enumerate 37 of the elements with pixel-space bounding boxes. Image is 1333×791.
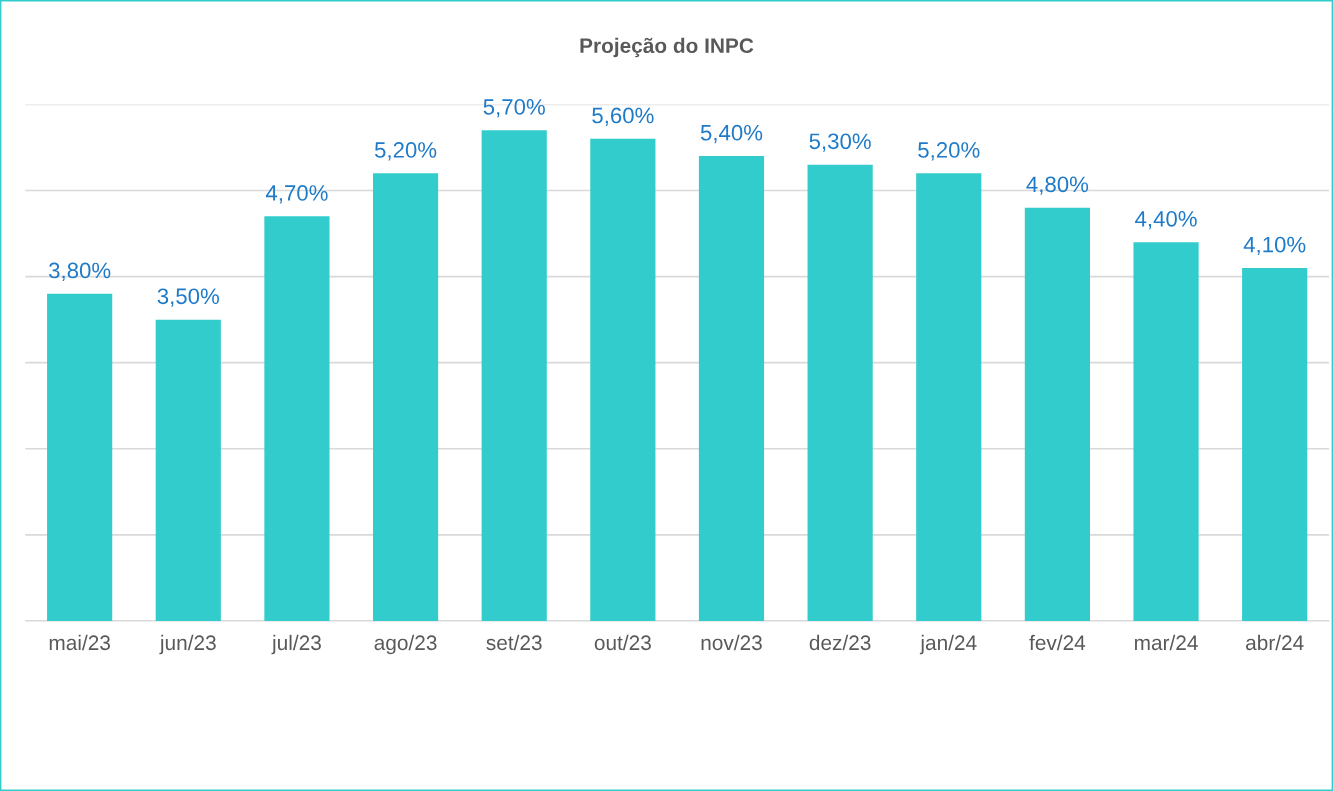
data-label: 4,80%	[1026, 176, 1089, 195]
data-label: 5,60%	[592, 107, 654, 126]
bar	[698, 156, 765, 621]
data-label: 4,40%	[1135, 210, 1197, 230]
data-label: 5,20%	[918, 142, 980, 161]
bar	[916, 173, 982, 621]
bar	[264, 216, 330, 621]
data-label: 3,50%	[157, 288, 219, 307]
x-tick-label: mar/24	[1135, 634, 1198, 651]
data-label: 4,10%	[1243, 236, 1306, 256]
data-label: 5,70%	[483, 99, 545, 118]
bar	[807, 164, 873, 621]
x-tick-label: jul/23	[271, 634, 321, 655]
bar	[481, 130, 547, 621]
x-tick-label: ago/23	[374, 634, 437, 655]
bar	[155, 319, 221, 621]
x-tick-label: out/23	[594, 634, 651, 651]
x-tick-label: jan/24	[919, 634, 977, 655]
bar	[47, 293, 113, 621]
x-tick-label: dez/23	[809, 634, 871, 651]
bar	[372, 173, 439, 621]
x-tick-label: abr/24	[1246, 634, 1304, 651]
chart-title: Projeção do INPC	[580, 37, 754, 58]
data-label: 5,30%	[809, 133, 871, 152]
bar	[590, 138, 656, 621]
bar	[1024, 207, 1090, 621]
bar	[1242, 267, 1308, 621]
data-label: 4,70%	[265, 185, 328, 204]
x-tick-label: nov/23	[701, 634, 762, 651]
data-label: 5,20%	[374, 142, 437, 161]
bar	[1133, 242, 1199, 621]
data-label: 5,40%	[700, 124, 763, 144]
x-tick-label: mai/23	[49, 634, 110, 651]
x-tick-label: jun/23	[159, 634, 216, 655]
x-tick-label: fev/24	[1029, 634, 1086, 651]
x-tick-label: set/23	[486, 634, 542, 651]
data-label: 3,80%	[48, 262, 111, 281]
